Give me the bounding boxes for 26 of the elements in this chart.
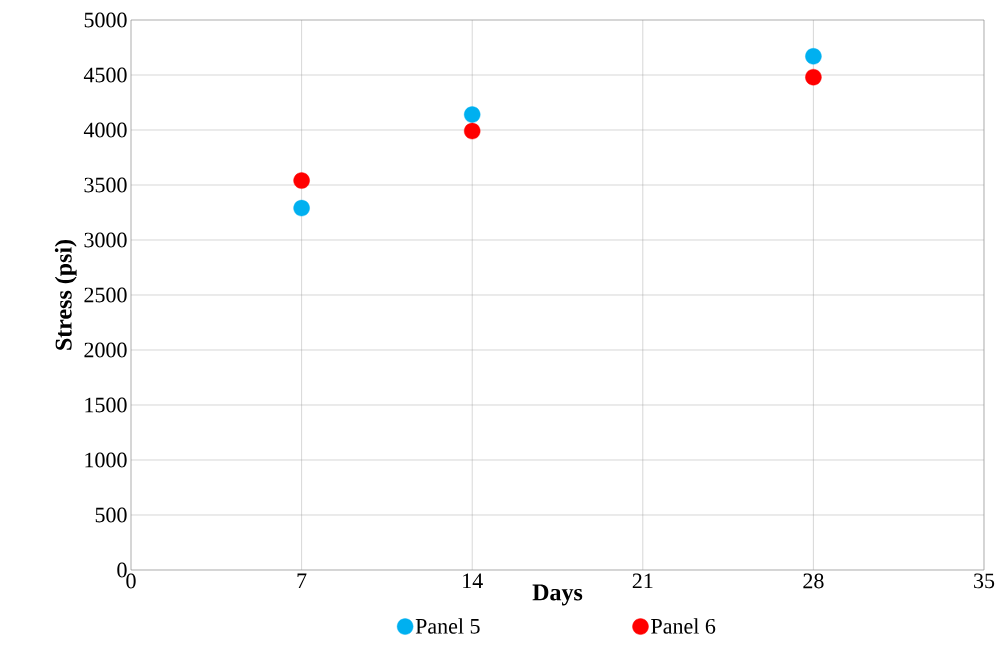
point (805, 48, 822, 65)
y-tick-label: 2000 (84, 342, 127, 358)
x-tick-label: 21 (632, 573, 653, 589)
y-tick-label: 3500 (84, 177, 127, 193)
y-axis-title: Stress (psi) (54, 239, 77, 350)
x-tick-label: 14 (463, 573, 483, 589)
point (464, 106, 481, 123)
point (464, 122, 481, 140)
point (805, 69, 822, 86)
point (293, 172, 310, 189)
y-tick-label: 2500 (84, 287, 127, 303)
y-tick-label: 4000 (83, 122, 127, 138)
legend-label: Panel 5 (415, 618, 480, 634)
y-tick-label: 5000 (84, 12, 127, 28)
point (293, 199, 310, 217)
y-tick-label: 4500 (83, 67, 127, 83)
x-tick-label: 28 (803, 573, 824, 589)
x-axis-title: Days (532, 584, 583, 606)
y-tick-label: 1000 (85, 452, 127, 468)
y-tick-label: 500 (95, 507, 127, 523)
x-tick-label: 7 (297, 573, 307, 588)
y-tick-label: 1500 (85, 397, 127, 413)
y-tick-label: 3000 (84, 232, 127, 248)
legend-label: Panel 6 (651, 618, 716, 634)
x-tick-label: 35 (974, 573, 995, 589)
y-tick-label: 0 (117, 562, 127, 578)
